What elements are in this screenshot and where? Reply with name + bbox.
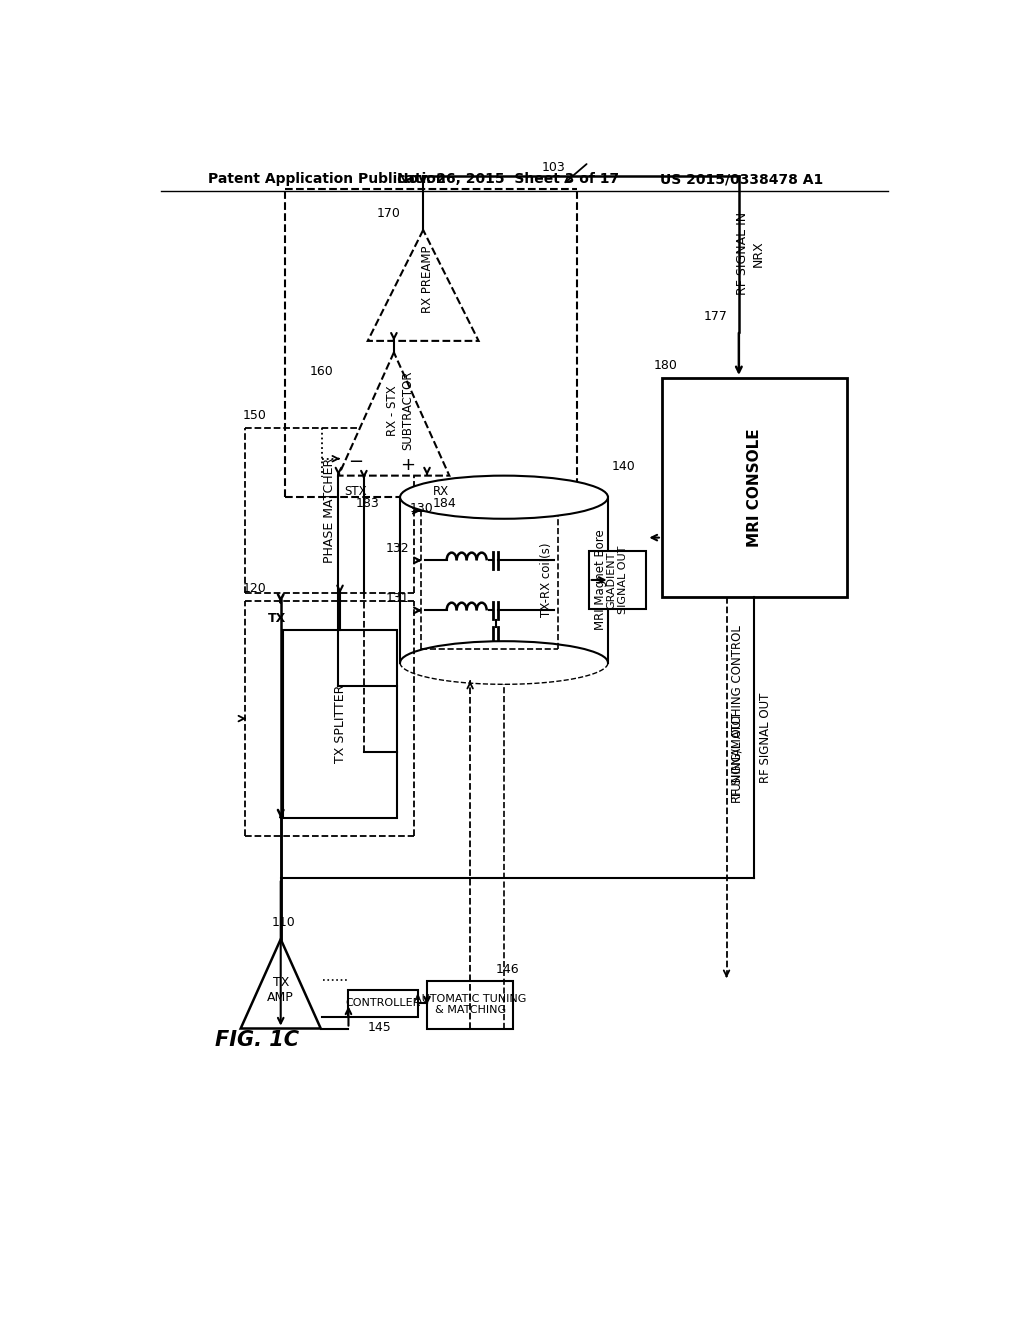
Text: TX: TX [267, 611, 286, 624]
Text: 110: 110 [271, 916, 295, 929]
Text: TX-RX coil(s): TX-RX coil(s) [540, 543, 553, 618]
Text: 146: 146 [496, 964, 519, 977]
Text: RX PREAMP: RX PREAMP [421, 246, 434, 313]
Text: RX - STX
SUBTRACTOR: RX - STX SUBTRACTOR [386, 371, 414, 450]
Bar [427, 981, 513, 1028]
Text: 184: 184 [433, 496, 457, 510]
Text: −: − [348, 453, 362, 471]
Ellipse shape [400, 475, 608, 519]
Text: RF SIGNAL OUT: RF SIGNAL OUT [731, 713, 743, 804]
Text: GRADIENT
SIGNAL OUT: GRADIENT SIGNAL OUT [607, 545, 629, 614]
Bar [283, 630, 397, 818]
Text: 183: 183 [355, 496, 379, 510]
Text: RF SIGNAL IN
NRX: RF SIGNAL IN NRX [736, 213, 764, 296]
Polygon shape [241, 940, 321, 1028]
Text: RF SIGNAL OUT: RF SIGNAL OUT [759, 693, 771, 783]
Text: MRI Magnet Bore: MRI Magnet Bore [594, 529, 607, 631]
Text: FIG. 1C: FIG. 1C [215, 1030, 299, 1049]
Text: MRI CONSOLE: MRI CONSOLE [746, 428, 762, 546]
Bar [589, 552, 646, 609]
Text: 132: 132 [386, 541, 410, 554]
Text: 103: 103 [542, 161, 565, 174]
Text: 145: 145 [368, 1022, 391, 1035]
Text: 131: 131 [386, 591, 410, 605]
Text: US 2015/0338478 A1: US 2015/0338478 A1 [660, 172, 823, 186]
Text: AUTOMATIC TUNING
& MATCHING: AUTOMATIC TUNING & MATCHING [414, 994, 526, 1015]
Text: RX: RX [433, 484, 450, 498]
Text: Patent Application Publication: Patent Application Publication [208, 172, 445, 186]
Text: Nov. 26, 2015  Sheet 3 of 17: Nov. 26, 2015 Sheet 3 of 17 [396, 172, 618, 186]
Text: 180: 180 [654, 359, 678, 372]
Polygon shape [339, 352, 450, 475]
Text: 160: 160 [309, 366, 333, 379]
Text: 177: 177 [703, 310, 728, 323]
Text: 130: 130 [410, 502, 433, 515]
Text: TX SPLITTER: TX SPLITTER [334, 685, 346, 763]
Text: PHASE MATCHER: PHASE MATCHER [323, 458, 336, 564]
Bar [662, 378, 847, 598]
Text: TX
AMP: TX AMP [267, 975, 294, 1005]
Text: +: + [400, 455, 416, 474]
Text: 120: 120 [243, 582, 266, 595]
Text: STX: STX [345, 484, 368, 498]
Bar [348, 990, 418, 1016]
Text: 170: 170 [377, 206, 400, 219]
Text: TUNING/MATCHING CONTROL: TUNING/MATCHING CONTROL [731, 626, 743, 799]
Text: 150: 150 [243, 409, 267, 422]
Text: CONTROLLER: CONTROLLER [345, 998, 421, 1008]
Polygon shape [368, 230, 478, 341]
Text: 140: 140 [611, 459, 636, 473]
